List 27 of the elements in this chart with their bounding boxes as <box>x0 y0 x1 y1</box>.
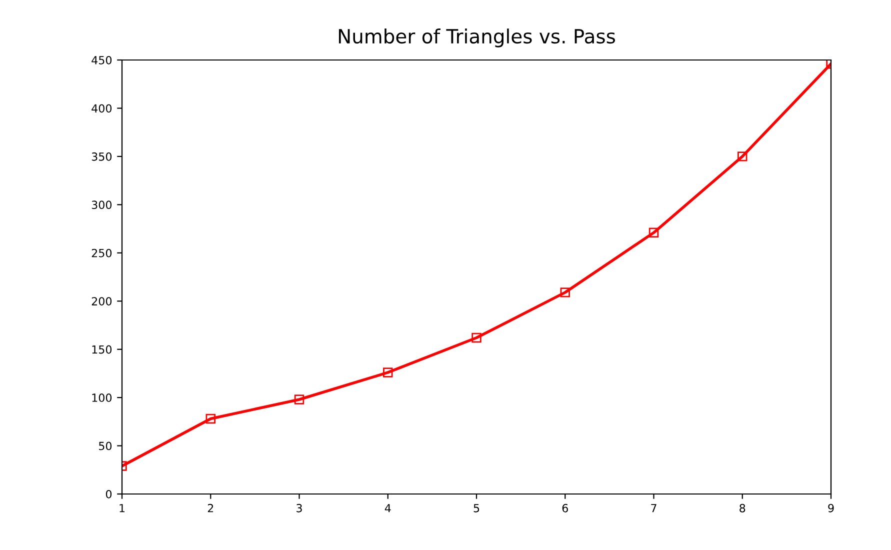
point <box>294 394 304 404</box>
x-tick-label: 5 <box>474 504 480 512</box>
x-tick-label: 8 <box>740 504 746 512</box>
chart-title: Number of Triangles vs. Pass <box>338 28 616 48</box>
x-tick-label: 7 <box>651 504 656 512</box>
point <box>206 414 216 424</box>
point <box>648 228 659 238</box>
x-tick-label: 9 <box>828 504 834 512</box>
y-tick-label: 100 <box>92 394 112 402</box>
y-tick-label: 400 <box>92 104 112 113</box>
point <box>738 152 748 162</box>
point <box>472 332 482 343</box>
y-tick-label: 0 <box>106 490 112 498</box>
y-tick-label: 250 <box>92 248 112 258</box>
y-tick-label: 450 <box>92 56 112 64</box>
point <box>383 368 393 378</box>
y-tick-label: 300 <box>92 200 112 210</box>
x-tick-label: 6 <box>562 504 568 512</box>
y-tick-label: 50 <box>98 442 112 450</box>
x-tick-label: 2 <box>208 504 214 512</box>
y-tick-label: 200 <box>92 297 112 306</box>
y-tick-label: 150 <box>92 345 112 354</box>
x-tick-label: 4 <box>384 504 391 512</box>
y-tick-label: 350 <box>92 152 112 161</box>
x-tick-label: 3 <box>296 504 302 512</box>
point <box>560 288 570 298</box>
x-tick-label: 1 <box>120 504 125 512</box>
